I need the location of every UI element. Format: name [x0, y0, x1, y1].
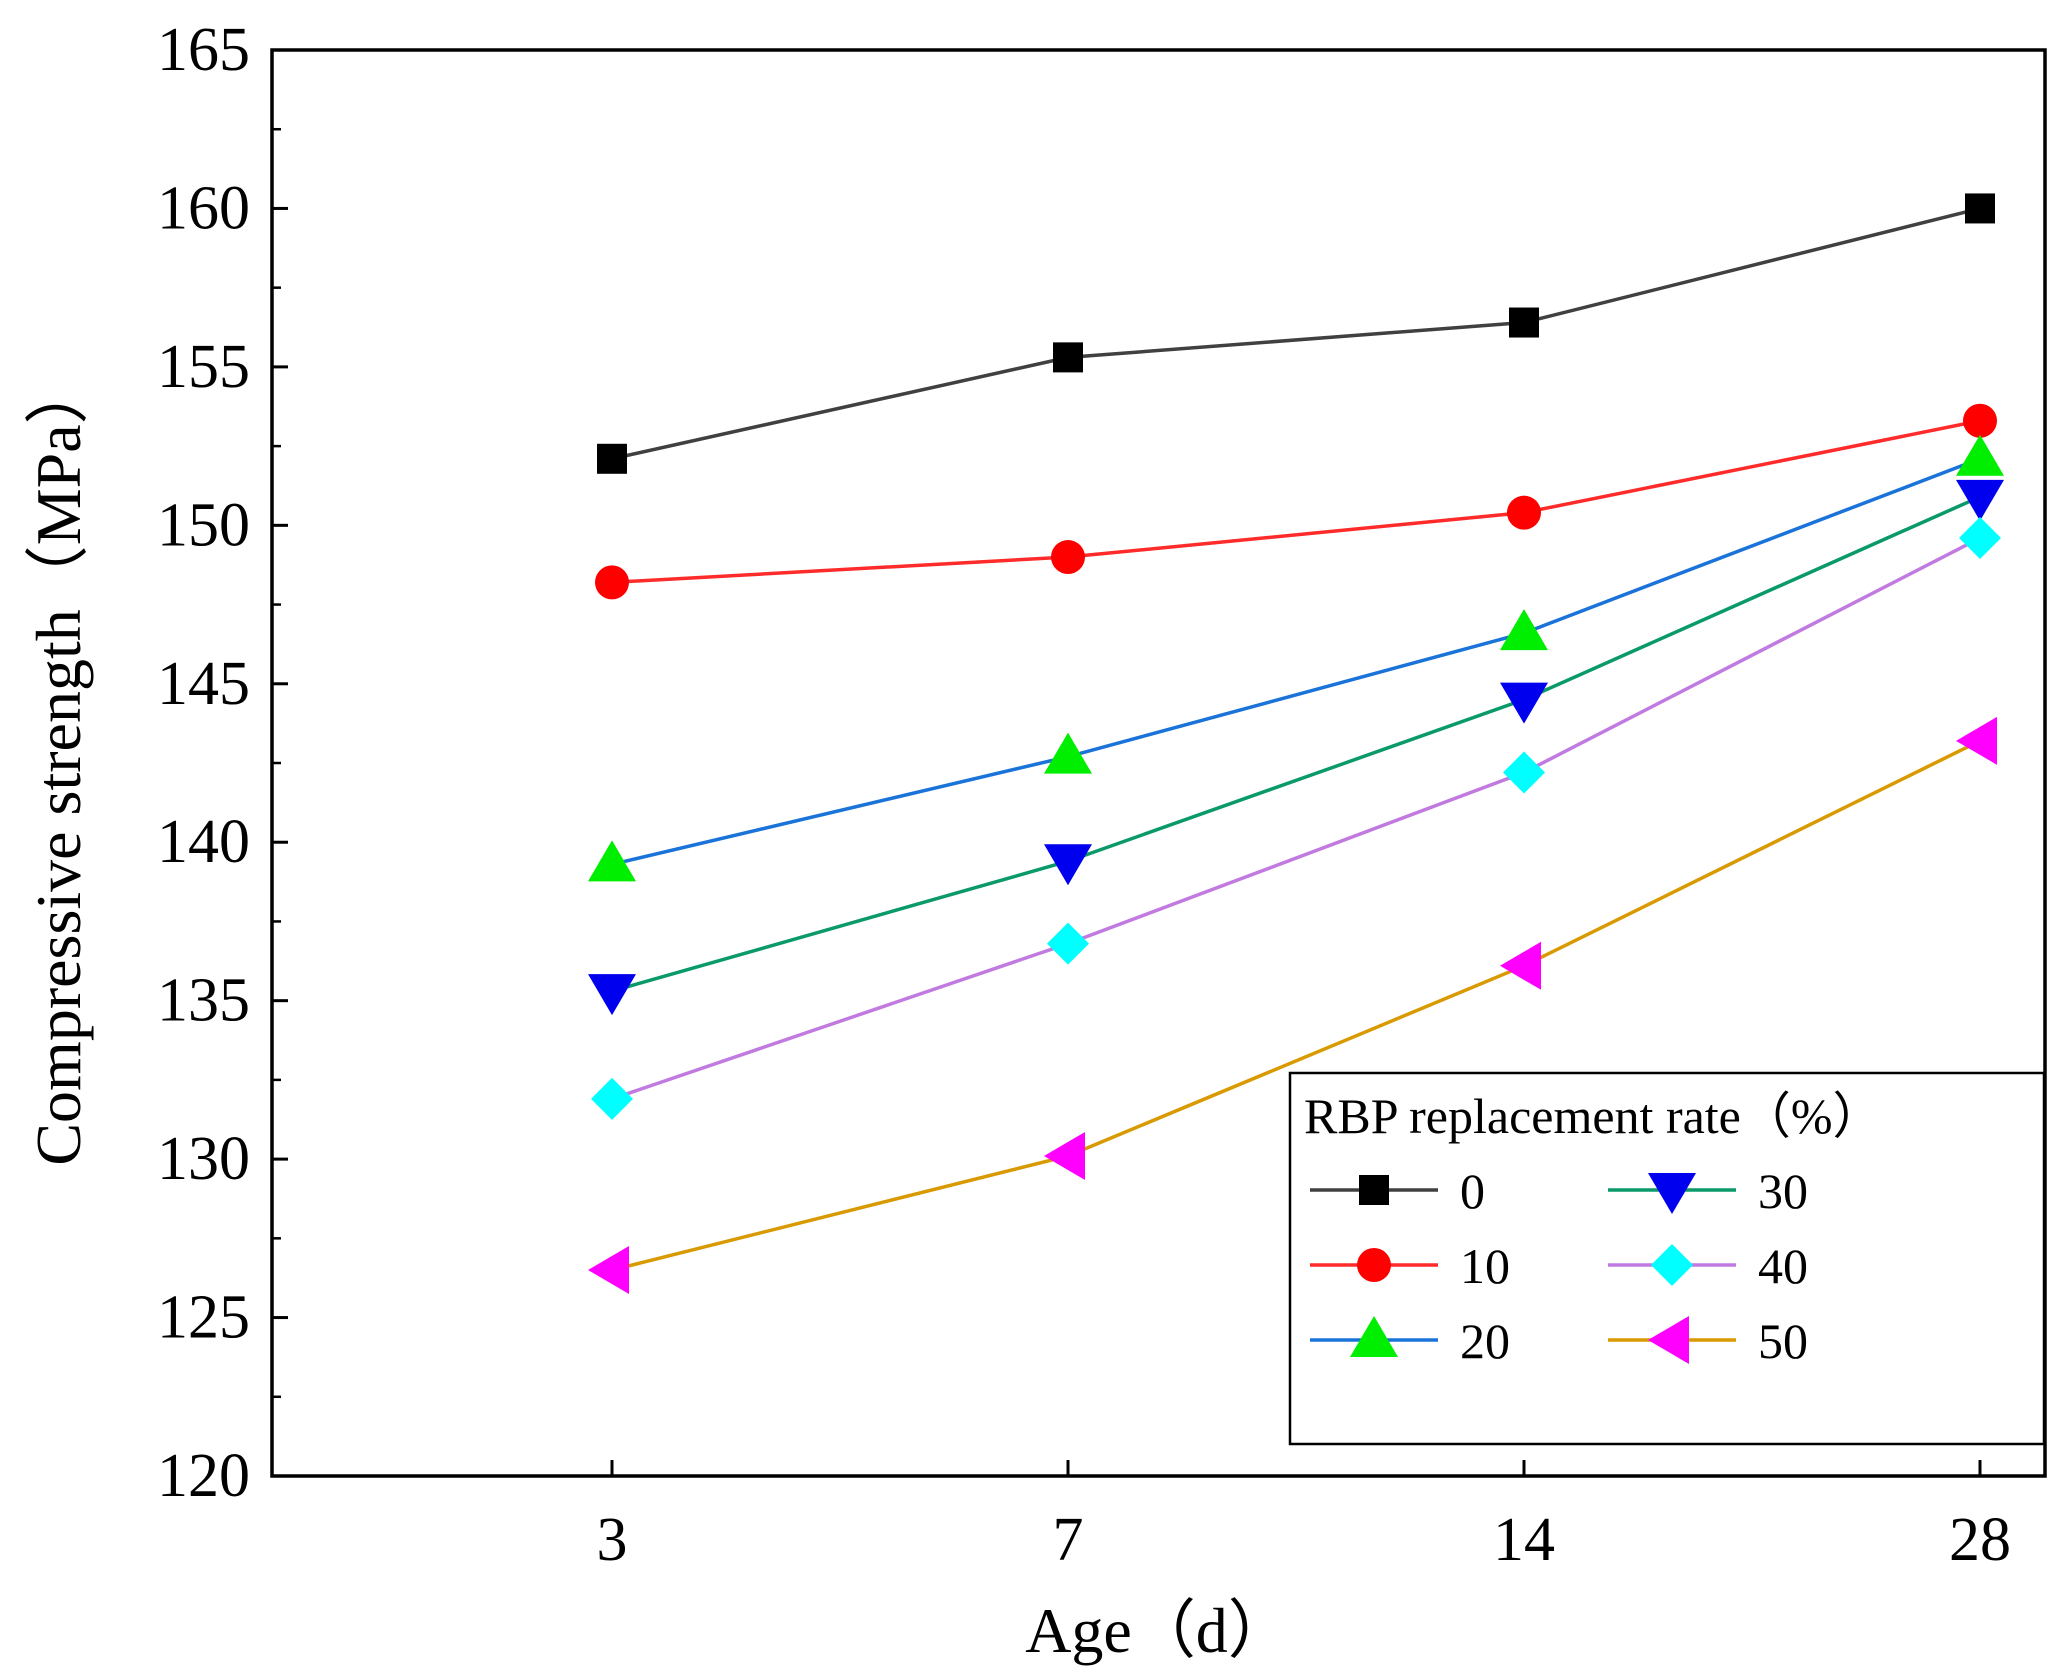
- data-point: [1044, 1131, 1085, 1180]
- legend-item-50: 50: [1608, 1313, 1808, 1369]
- data-point: [1053, 342, 1083, 373]
- legend-label: 20: [1460, 1313, 1510, 1369]
- series-line-10: [611, 419, 1981, 585]
- y-tick-label: 145: [157, 650, 250, 718]
- series-line-40: [611, 536, 1981, 1101]
- legend-marker: [1350, 1316, 1398, 1357]
- legend: RBP replacement rate（%） 0 10 20 30 40 50: [1288, 1071, 2046, 1446]
- legend-marker: [1359, 1175, 1389, 1205]
- data-point: [1956, 716, 1997, 765]
- legend-label: 50: [1758, 1313, 1808, 1369]
- legend-label: 30: [1758, 1163, 1808, 1219]
- x-tick-label: 7: [1053, 1506, 1084, 1574]
- data-point: [1500, 609, 1548, 651]
- data-point: [1051, 540, 1085, 575]
- legend-marker: [1648, 1173, 1696, 1214]
- data-point: [597, 443, 627, 474]
- series-50: [588, 716, 1997, 1295]
- x-tick-label: 3: [597, 1506, 628, 1574]
- legend-label: 10: [1460, 1238, 1510, 1294]
- axis-ticks: 120 125 130 135 140 145 150 155 160 165 3 7 14 28: [157, 16, 2011, 1574]
- y-tick-label: 155: [157, 333, 250, 401]
- y-axis-title: Compressive strength（MPa）: [23, 360, 94, 1165]
- data-point: [1503, 751, 1545, 794]
- data-point: [588, 840, 636, 882]
- series-line-50: [611, 739, 1981, 1272]
- legend-marker: [1357, 1248, 1391, 1282]
- legend-label: 40: [1758, 1238, 1808, 1294]
- data-point: [1959, 517, 2001, 560]
- data-point: [1956, 479, 2004, 521]
- data-point: [1956, 434, 2004, 476]
- legend-item-0: 0: [1310, 1163, 1485, 1219]
- data-point: [595, 565, 629, 600]
- y-tick-label: 165: [157, 16, 250, 84]
- data-point: [1963, 403, 1997, 438]
- data-point: [1047, 922, 1089, 965]
- series-30: [588, 479, 2004, 1016]
- series-line-30: [611, 495, 1981, 993]
- legend-marker: [1651, 1244, 1693, 1286]
- data-point: [1507, 495, 1541, 530]
- y-tick-label: 135: [157, 967, 250, 1035]
- legend-label: 0: [1460, 1163, 1485, 1219]
- series-line-20: [611, 457, 1981, 867]
- x-tick-label: 28: [1949, 1506, 2011, 1574]
- data-point: [588, 974, 636, 1016]
- series-group: [588, 193, 2004, 1295]
- data-point: [1500, 682, 1548, 724]
- legend-item-30: 30: [1608, 1163, 1808, 1219]
- series-line-0: [611, 206, 1981, 461]
- y-tick-label: 140: [157, 808, 250, 876]
- data-point: [1044, 732, 1092, 774]
- data-point: [1500, 941, 1541, 990]
- data-point: [588, 1246, 629, 1295]
- y-tick-label: 160: [157, 174, 250, 242]
- x-tick-label: 14: [1493, 1506, 1555, 1574]
- x-axis-title: Age（d）: [1025, 1595, 1292, 1666]
- legend-item-40: 40: [1608, 1238, 1808, 1294]
- data-point: [1044, 844, 1092, 886]
- data-point: [591, 1077, 633, 1120]
- y-tick-label: 150: [157, 491, 250, 559]
- series-0: [597, 193, 1995, 474]
- y-tick-label: 125: [157, 1284, 250, 1352]
- legend-item-20: 20: [1310, 1313, 1510, 1369]
- y-tick-label: 120: [157, 1442, 250, 1510]
- series-20: [588, 434, 2004, 882]
- data-point: [1965, 193, 1995, 224]
- legend-item-10: 10: [1310, 1238, 1510, 1294]
- legend-marker: [1648, 1316, 1689, 1364]
- y-tick-label: 130: [157, 1125, 250, 1193]
- series-10: [595, 403, 1997, 600]
- data-point: [1509, 307, 1539, 338]
- legend-title: RBP replacement rate（%）: [1304, 1088, 1883, 1144]
- series-40: [591, 517, 2001, 1120]
